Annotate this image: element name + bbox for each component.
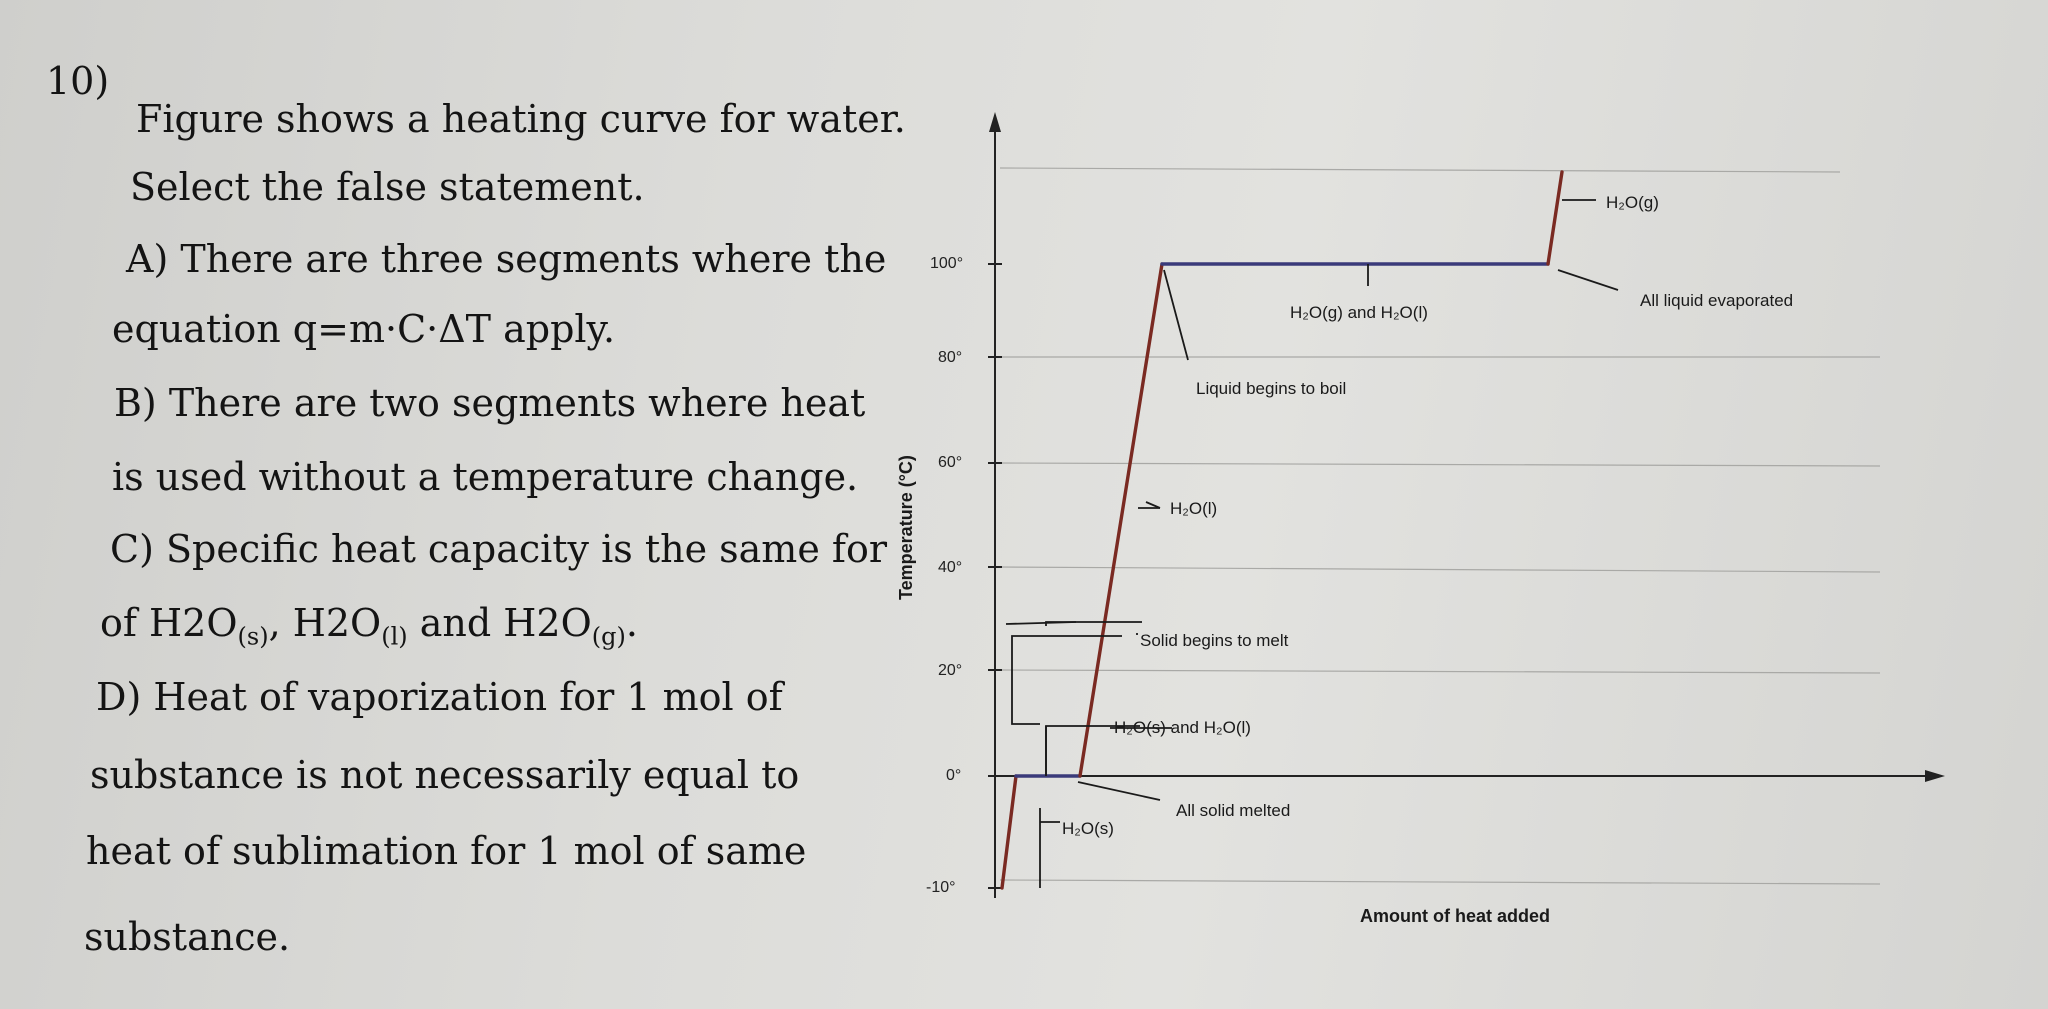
x-axis-arrow xyxy=(1925,770,1945,782)
label-gas: H₂O(g) xyxy=(1606,193,1659,212)
y-tick-label-60: 60° xyxy=(938,454,962,471)
segment-liquid-warming xyxy=(1078,262,1164,778)
y-tick-label-100: 100° xyxy=(930,255,963,272)
x-axis-title: Amount of heat added xyxy=(1360,906,1550,926)
option-a-line-2: equation q=m·C·ΔT apply. xyxy=(112,307,616,351)
y-axis-title: Temperature (°C) xyxy=(896,455,916,600)
label-solid-and-liquid: H₂O(s) and H₂O(l) xyxy=(1114,718,1251,737)
option-c-line-2: of H2O(s), H2O(l) and H2O(g). xyxy=(100,601,638,651)
annotation-leaders xyxy=(1005,199,1619,888)
y-tick-label-40: 40° xyxy=(938,559,962,576)
option-c-line-1: C) Specific heat capacity is the same fo… xyxy=(110,527,888,571)
option-a-line-1: A) There are three segments where the xyxy=(126,237,887,281)
label-all-liquid-evaporated: All liquid evaporated xyxy=(1640,291,1793,310)
y-tick-label-20: 20° xyxy=(938,662,962,679)
question-line-1: Figure shows a heating curve for water. xyxy=(136,97,906,141)
option-d-line-3: heat of sublimation for 1 mol of same xyxy=(86,829,807,873)
y-tick-label-80: 80° xyxy=(938,349,962,366)
label-all-solid-melted: All solid melted xyxy=(1176,801,1290,820)
option-d-line-4: substance. xyxy=(84,915,291,959)
label-ice: H₂O(s) xyxy=(1062,819,1114,838)
label-gas-and-liquid: H₂O(g) and H₂O(l) xyxy=(1290,303,1428,322)
option-d-line-2: substance is not necessarily equal to xyxy=(90,753,800,797)
option-b-line-1: B) There are two segments where heat xyxy=(114,381,866,425)
question-number: 10) xyxy=(46,59,110,103)
segment-gas-warming xyxy=(1546,170,1564,266)
label-solid-begins-to-melt: Solid begins to melt xyxy=(1140,631,1289,650)
question-line-2: Select the false statement. xyxy=(130,165,645,209)
heating-curve xyxy=(1000,170,1564,890)
label-liquid: H₂O(l) xyxy=(1170,499,1217,518)
option-d-line-1: D) Heat of vaporization for 1 mol of xyxy=(96,675,783,719)
y-tick-label-0: 0° xyxy=(946,767,961,784)
label-liquid-begins-to-boil: Liquid begins to boil xyxy=(1196,379,1346,398)
y-axis-arrow xyxy=(989,112,1001,132)
y-tick-marks xyxy=(988,263,1002,889)
y-tick-label-minus-10: -10° xyxy=(926,879,956,896)
segment-ice-warming xyxy=(1000,774,1018,890)
option-b-line-2: is used without a temperature change. xyxy=(112,455,859,499)
